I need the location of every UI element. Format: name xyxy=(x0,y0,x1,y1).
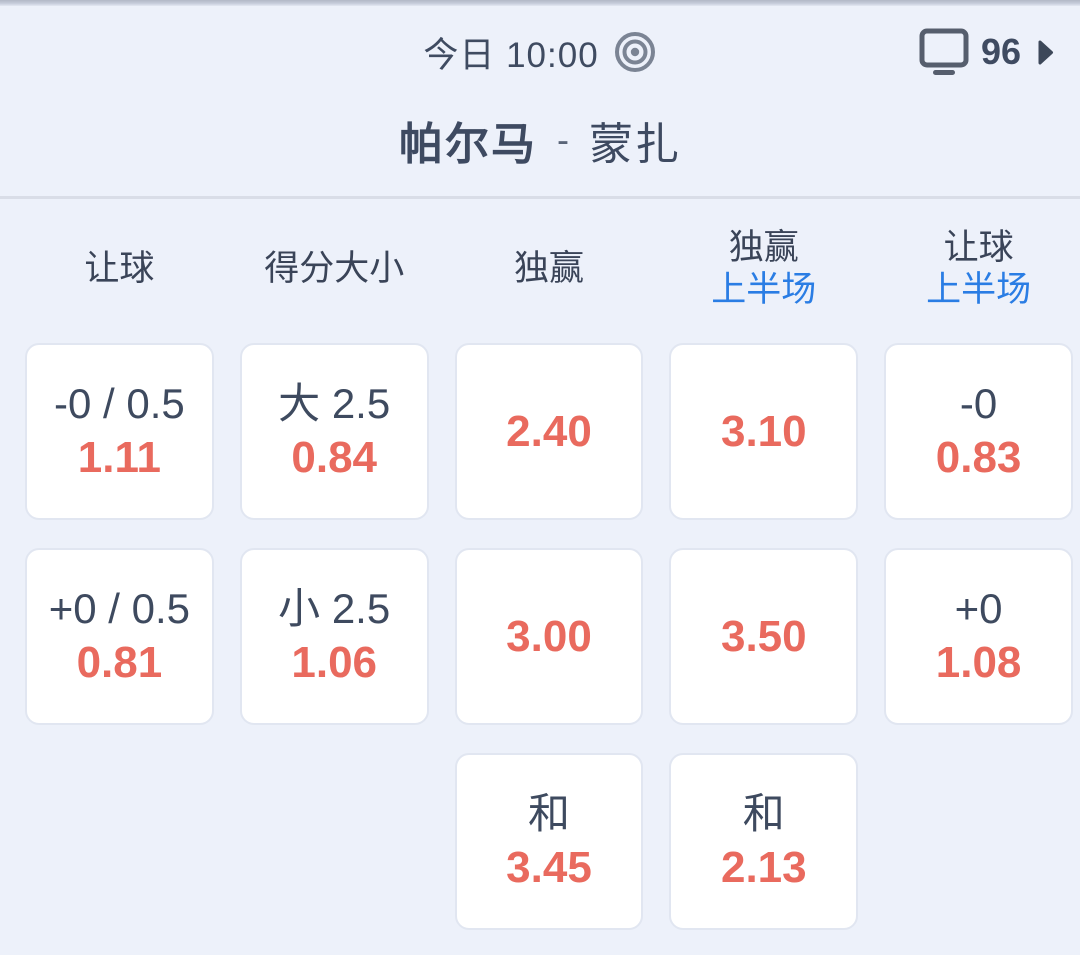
match-time: 今日 10:00 xyxy=(423,35,599,75)
odds-value: 1.06 xyxy=(291,637,378,687)
odds-card-total-over[interactable]: 大 2.5 0.84 xyxy=(239,343,429,520)
header-divider xyxy=(0,196,1080,199)
column-label: 得分大小 xyxy=(264,249,405,288)
tv-stream-button[interactable]: 96 xyxy=(919,28,1054,76)
column-sublabel: 上半场 xyxy=(926,270,1032,309)
odds-value: 3.10 xyxy=(720,406,807,456)
odds-card-win-first-half-draw[interactable]: 和 2.13 xyxy=(669,753,859,930)
column-header-moneyline: 独赢 xyxy=(455,227,644,311)
match-time-group: 今日 10:00 xyxy=(423,27,656,78)
column-label: 让球 xyxy=(943,228,1014,267)
team-separator: - xyxy=(557,119,569,160)
odds-line: 和 xyxy=(742,789,785,837)
odds-value: 3.45 xyxy=(506,842,592,892)
empty-slot xyxy=(884,753,1073,930)
odds-line: -0 xyxy=(959,379,998,427)
odds-value: 2.13 xyxy=(720,842,807,892)
odds-value: 1.11 xyxy=(77,432,161,482)
odds-card-handicap-first-half-home[interactable]: -0 0.83 xyxy=(884,343,1073,520)
odds-row-3: 和 3.45 和 2.13 xyxy=(0,753,1080,930)
odds-card-win-home[interactable]: 2.40 xyxy=(454,343,644,520)
market-column-headers: 让球 得分大小 独赢 独赢 上半场 让球 上半场 xyxy=(0,227,1080,311)
empty-slot xyxy=(25,753,214,930)
odds-row-1: -0 / 0.5 1.11 大 2.5 0.84 2.40 3.10 -0 0.… xyxy=(0,343,1080,520)
column-label: 让球 xyxy=(84,249,155,288)
odds-value: 1.08 xyxy=(935,637,1022,687)
odds-value: 3.00 xyxy=(506,611,592,661)
empty-slot xyxy=(240,753,429,930)
odds-line: +0 xyxy=(954,584,1003,632)
odds-card-handicap-away[interactable]: +0 / 0.5 0.81 xyxy=(25,548,214,725)
match-title: 帕尔马 - 蒙扎 xyxy=(0,115,1080,169)
column-header-handicap: 让球 xyxy=(25,227,214,311)
tv-count: 96 xyxy=(980,31,1021,72)
live-target-icon xyxy=(613,30,657,74)
odds-card-win-draw[interactable]: 和 3.45 xyxy=(454,753,644,930)
odds-card-win-away[interactable]: 3.00 xyxy=(454,548,644,725)
odds-value: 0.84 xyxy=(291,432,378,482)
column-label: 独赢 xyxy=(513,249,584,288)
away-team-name: 蒙扎 xyxy=(589,120,681,169)
top-edge-shadow xyxy=(0,0,1080,6)
odds-value: 0.83 xyxy=(935,432,1022,482)
odds-value: 2.40 xyxy=(506,406,592,456)
home-team-name: 帕尔马 xyxy=(399,120,537,169)
odds-line: 大 2.5 xyxy=(278,379,391,427)
column-sublabel: 上半场 xyxy=(711,270,817,309)
chevron-right-icon xyxy=(1037,39,1054,66)
column-header-handicap-first-half: 让球 上半场 xyxy=(884,227,1073,311)
odds-row-2: +0 / 0.5 0.81 小 2.5 1.06 3.00 3.50 +0 1.… xyxy=(0,548,1080,725)
odds-line: +0 / 0.5 xyxy=(48,584,191,632)
odds-line: -0 / 0.5 xyxy=(54,379,185,427)
odds-card-total-under[interactable]: 小 2.5 1.06 xyxy=(239,548,429,725)
odds-value: 0.81 xyxy=(76,637,163,687)
odds-card-win-first-half-away[interactable]: 3.50 xyxy=(669,548,859,725)
column-header-total: 得分大小 xyxy=(240,227,429,311)
column-header-moneyline-first-half: 独赢 上半场 xyxy=(669,227,858,311)
odds-line: 小 2.5 xyxy=(278,584,391,632)
odds-line: 和 xyxy=(527,789,570,837)
odds-value: 3.50 xyxy=(720,611,807,661)
monitor-icon xyxy=(919,28,969,76)
odds-card-handicap-home[interactable]: -0 / 0.5 1.11 xyxy=(25,343,214,520)
odds-card-handicap-first-half-away[interactable]: +0 1.08 xyxy=(884,548,1073,725)
odds-card-win-first-half-home[interactable]: 3.10 xyxy=(669,343,859,520)
column-label: 独赢 xyxy=(728,228,799,267)
top-bar: 今日 10:00 96 xyxy=(0,24,1080,80)
